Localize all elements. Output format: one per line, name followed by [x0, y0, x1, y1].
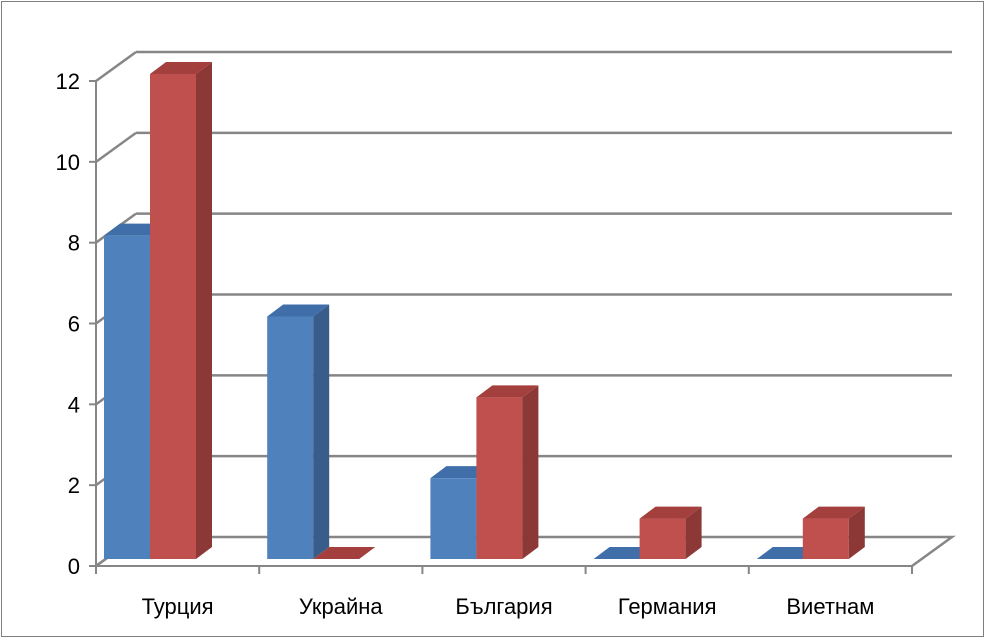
- bar: [267, 316, 314, 559]
- side-gridline: [95, 50, 137, 83]
- bar: [639, 518, 686, 559]
- axes: [89, 80, 913, 574]
- bar-top: [639, 506, 702, 519]
- y-tick-label: 0: [68, 554, 80, 579]
- y-tick-label: 4: [68, 392, 80, 417]
- bar: [476, 397, 523, 559]
- bar-top: [476, 385, 539, 398]
- x-tick-label: Виетнам: [786, 594, 874, 619]
- bar: [150, 74, 196, 559]
- bar: [104, 235, 150, 559]
- bar-side: [196, 62, 212, 559]
- y-tick-label: 10: [56, 150, 80, 175]
- bars: [104, 62, 865, 559]
- bar-side: [313, 304, 330, 559]
- bar: [802, 518, 849, 559]
- y-tick-label: 12: [56, 69, 80, 94]
- y-tick-label: 6: [68, 312, 80, 337]
- axis-labels: 0 2 4 6 8 10 12 Турция Украйна България Германия Ви…: [56, 69, 875, 619]
- bar-top: [802, 506, 865, 519]
- y-tick-label: 2: [68, 473, 80, 498]
- bar-top: [267, 304, 330, 317]
- x-tick-label: Турция: [142, 594, 214, 619]
- x-tick-label: България: [455, 594, 552, 619]
- x-tick-label: Германия: [618, 594, 717, 619]
- side-gridline: [95, 131, 137, 163]
- y-tick-label: 8: [68, 231, 80, 256]
- bar-top: [150, 62, 212, 74]
- x-tick-label: Украйна: [299, 594, 384, 619]
- bar-side: [522, 385, 539, 559]
- bar-side: [848, 506, 865, 559]
- bar-side: [685, 506, 702, 559]
- bar: [430, 478, 477, 559]
- bar-top: [313, 547, 376, 559]
